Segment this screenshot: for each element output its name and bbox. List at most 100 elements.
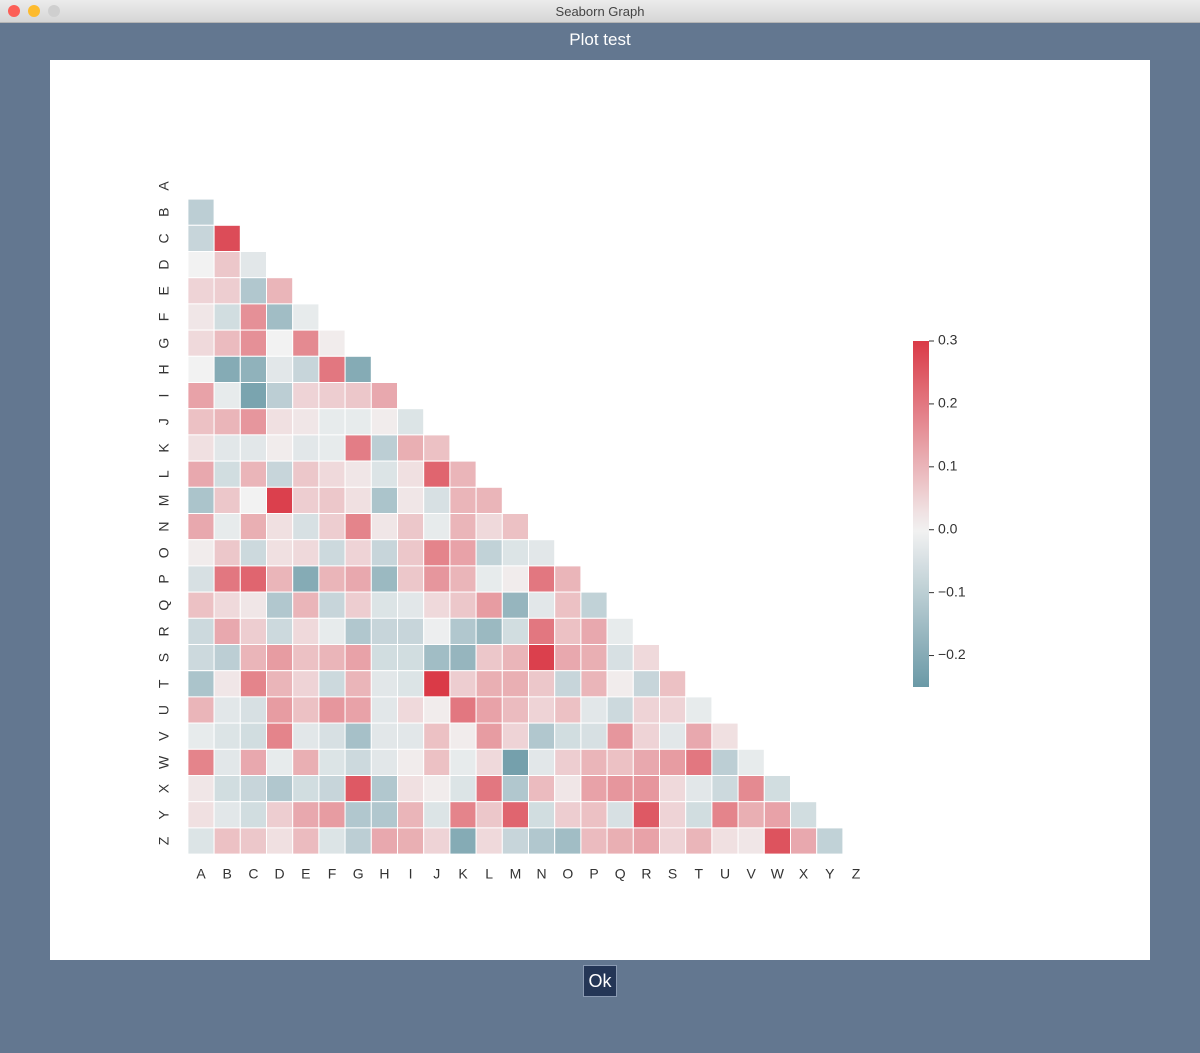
heatmap-cell [187,644,215,672]
y-tick-label: L [156,470,172,478]
heatmap-cell [213,277,241,305]
heatmap-cell [632,827,660,855]
heatmap-cell [711,801,739,829]
heatmap-cell [344,513,372,541]
heatmap-cell [239,591,268,619]
heatmap-cell [292,486,320,514]
y-tick-label: C [156,233,172,243]
heatmap-cell [187,198,215,226]
heatmap-cell [292,303,320,331]
heatmap-cell [423,827,451,855]
y-tick-label: X [156,783,172,793]
heatmap-cell [292,408,320,436]
heatmap-cell [318,748,346,776]
zoom-button[interactable] [48,5,60,17]
heatmap-cell [318,355,346,383]
heatmap-cell [266,696,294,724]
heatmap-cell [318,827,346,855]
heatmap-cell [528,539,556,567]
y-tick-label: Z [156,836,172,845]
heatmap-cell [344,748,372,776]
x-tick-label: P [589,866,598,882]
heatmap-cell [266,748,294,776]
heatmap-cell [266,617,294,645]
heatmap-cell [344,775,372,803]
heatmap-cell [213,565,241,593]
x-tick-label: T [695,866,704,882]
heatmap-cell [606,722,634,750]
y-tick-label: M [156,495,172,507]
y-tick-label: N [156,522,172,532]
heatmap-cell [501,775,529,803]
heatmap-cell [292,434,320,462]
heatmap-cell [344,670,372,698]
heatmap-cell [239,748,268,776]
x-tick-label: S [668,866,677,882]
heatmap-cell [370,565,398,593]
heatmap-cell [239,251,268,279]
heatmap-cell [423,539,451,567]
heatmap-cell [397,591,425,619]
heatmap-cell [659,670,687,698]
heatmap-cell [292,513,320,541]
colorbar-tick-label: −0.1 [938,583,966,599]
minimize-button[interactable] [28,5,40,17]
heatmap-cell [187,670,215,698]
heatmap-cell [292,722,320,750]
y-tick-label: I [156,394,172,398]
heatmap-cell [580,827,608,855]
heatmap-cell [554,617,582,645]
y-tick-label: J [156,418,172,425]
heatmap-cell [370,591,398,619]
heatmap-cell [318,408,346,436]
x-tick-label: E [301,866,310,882]
heatmap-cell [449,696,477,724]
heatmap-cell [449,460,477,488]
heatmap-cell [370,644,398,672]
heatmap-cell [449,591,477,619]
heatmap-cell [187,775,215,803]
heatmap-cell [318,696,346,724]
heatmap-cell [606,670,634,698]
heatmap-cell [266,382,294,410]
close-button[interactable] [8,5,20,17]
heatmap-cell [449,670,477,698]
heatmap-cell [501,591,529,619]
x-tick-label: Z [852,866,861,882]
heatmap-cell [580,591,608,619]
heatmap-cell [239,382,268,410]
heatmap-cell [239,539,268,567]
heatmap-cell [318,775,346,803]
heatmap-cell [475,827,503,855]
y-tick-label: U [156,705,172,715]
x-tick-label: I [409,866,413,882]
heatmap-cell [318,644,346,672]
heatmap-cell [475,565,503,593]
heatmap-cell [187,329,215,357]
heatmap-cell [213,486,241,514]
y-tick-label: V [156,731,172,741]
ok-button[interactable]: Ok [583,965,617,997]
heatmap-cell [213,775,241,803]
x-tick-label: C [248,866,258,882]
heatmap-cell [475,696,503,724]
heatmap-cell [266,355,294,383]
heatmap-cell [554,801,582,829]
heatmap-cell [187,565,215,593]
y-tick-label: W [156,755,172,769]
heatmap-cell [266,722,294,750]
heatmap-cell [475,748,503,776]
heatmap-cell [318,670,346,698]
colorbar-tick-label: −0.2 [938,646,966,662]
y-tick-label: S [156,653,172,662]
heatmap-cell [423,775,451,803]
chart: AABBCCDDEEFFGGHHIIJJKKLLMMNNOOPPQQRRSSTT… [156,181,966,882]
heatmap-cell [292,644,320,672]
heatmap-cell [318,801,346,829]
heatmap-cell [685,801,713,829]
heatmap-cell [606,696,634,724]
heatmap-cell [554,748,582,776]
heatmap-cell [632,644,660,672]
y-tick-label: D [156,260,172,270]
